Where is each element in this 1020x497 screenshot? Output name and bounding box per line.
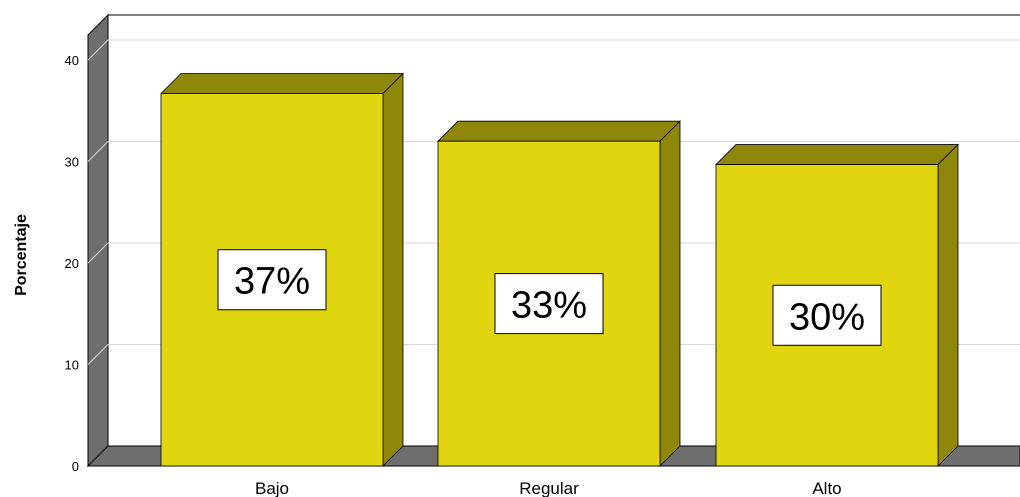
bar-alto: 30% xyxy=(715,143,959,467)
x-tick-label: Regular xyxy=(519,479,579,497)
bar-top xyxy=(437,120,681,142)
data-label: 37% xyxy=(234,261,310,303)
bar-top xyxy=(715,144,959,165)
bar-top xyxy=(160,73,404,94)
data-label-box xyxy=(494,273,604,335)
y-tick-label: 0 xyxy=(72,459,79,474)
y-tick-label: 30 xyxy=(65,155,79,170)
y-tick-label: 40 xyxy=(65,53,79,68)
data-label: 33% xyxy=(511,285,587,327)
bar-side xyxy=(937,143,959,467)
bars: 37% 33% 30% xyxy=(160,72,959,467)
data-label: 30% xyxy=(789,296,865,338)
bar-regular: 33% xyxy=(437,120,681,467)
left-wall xyxy=(87,13,109,468)
data-label-box xyxy=(217,249,327,311)
bar-side xyxy=(382,72,404,467)
y-axis-ticks: 0 10 20 30 40 xyxy=(65,53,79,474)
x-tick-label: Bajo xyxy=(255,479,289,497)
x-tick-label: Alto xyxy=(812,479,841,497)
gridline xyxy=(87,39,1020,61)
bar-side xyxy=(659,120,681,467)
y-axis-title: Porcentaje xyxy=(13,214,30,296)
y-tick-label: 10 xyxy=(65,358,79,373)
x-axis-labels: Bajo Regular Alto xyxy=(255,479,842,497)
y-tick-label: 20 xyxy=(65,256,79,271)
gridline xyxy=(87,141,1020,162)
bar-bajo: 37% xyxy=(160,72,404,467)
data-label-box xyxy=(772,284,882,346)
